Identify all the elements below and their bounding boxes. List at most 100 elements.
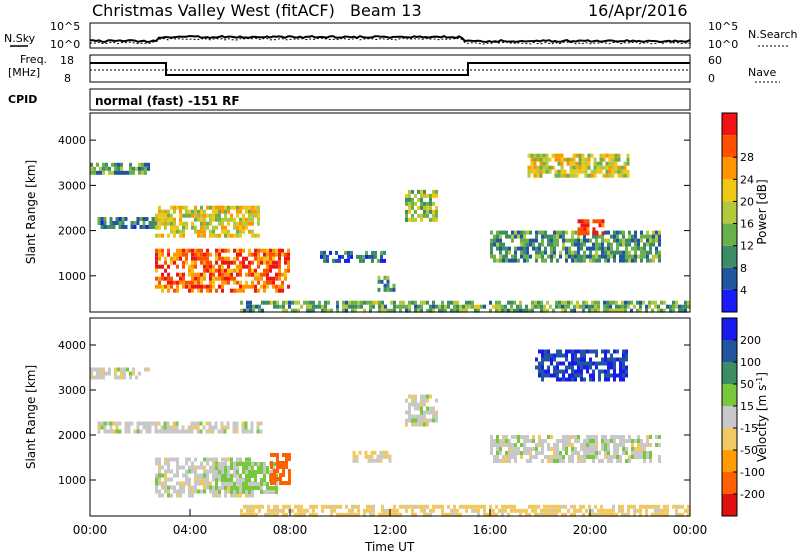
echo-cell: [267, 512, 270, 517]
echo-cell: [556, 451, 559, 455]
echo-cell: [615, 308, 618, 313]
echo-cell: [200, 252, 203, 257]
echo-cell: [578, 169, 582, 174]
echo-cell: [577, 219, 581, 224]
echo-cell: [541, 353, 544, 358]
echo-cell: [297, 300, 300, 305]
echo-cell: [194, 481, 197, 486]
echo-cell: [185, 481, 188, 486]
echo-cell: [255, 504, 258, 509]
echo-cell: [610, 353, 613, 358]
nsearch-line: [89, 37, 691, 45]
echo-cell: [154, 421, 158, 426]
echo-cell: [636, 508, 639, 513]
echo-cell: [420, 189, 423, 194]
echo-cell: [318, 300, 321, 305]
echo-cell: [371, 250, 374, 255]
echo-cell: [420, 213, 423, 218]
echo-cell: [501, 508, 504, 513]
echo-cell: [669, 308, 672, 313]
echo-cell: [209, 276, 212, 281]
echo-cell: [505, 455, 508, 459]
date-label: 16/Apr/2016: [588, 1, 688, 20]
echo-cell: [99, 367, 102, 372]
echo-cell: [513, 504, 516, 509]
echo-cell: [185, 225, 188, 230]
echo-cell: [248, 264, 251, 269]
cpid-text: normal (fast) -151 RF: [95, 94, 240, 108]
echo-cell: [158, 489, 161, 494]
echo-cell: [577, 459, 580, 463]
echo-cell: [185, 469, 188, 474]
echo-cell: [263, 256, 266, 261]
echo-cell: [646, 258, 649, 263]
echo-cell: [505, 254, 508, 259]
echo-cell: [571, 353, 574, 358]
echo-cell: [627, 508, 630, 513]
echo-cell: [402, 304, 405, 309]
echo-cell: [257, 466, 260, 470]
echo-cell: [414, 304, 417, 309]
echo-cell: [254, 252, 257, 257]
echo-cell: [595, 250, 598, 255]
echo-cell: [598, 234, 601, 239]
echo-cell: [118, 429, 122, 434]
echo-cell: [549, 504, 552, 509]
echo-cell: [230, 478, 233, 482]
echo-cell: [564, 308, 567, 313]
echo-cell: [535, 254, 538, 259]
echo-cell: [218, 490, 221, 494]
echo-cell: [499, 234, 502, 239]
echo-cell: [254, 470, 257, 474]
echo-cell: [493, 258, 496, 263]
echo-cell: [546, 512, 549, 517]
echo-cell: [523, 447, 526, 451]
echo-cell: [499, 238, 502, 243]
echo-cell: [227, 217, 230, 222]
echo-cell: [616, 234, 619, 239]
echo-cell: [254, 284, 257, 289]
echo-cell: [577, 451, 580, 455]
echo-cell: [625, 369, 628, 374]
echo-cell: [154, 425, 158, 430]
echo-cell: [102, 375, 105, 380]
echo-cell: [224, 486, 227, 490]
echo-cell: [643, 447, 646, 451]
echo-cell: [114, 166, 117, 171]
echo-cell: [681, 504, 684, 509]
echo-cell: [248, 205, 251, 210]
colorbar-segment: [722, 494, 737, 516]
echo-cell: [616, 455, 619, 459]
echo-cell: [628, 435, 631, 439]
echo-cell: [399, 300, 402, 305]
echo-cell: [621, 304, 624, 309]
echo-cell: [687, 508, 690, 513]
echo-cell: [112, 429, 116, 434]
echo-cell: [477, 508, 480, 513]
echo-cell: [279, 508, 282, 513]
echo-cell: [586, 451, 589, 455]
echo-cell: [266, 260, 269, 265]
echo-cell: [601, 250, 604, 255]
echo-cell: [185, 457, 188, 462]
echo-cell: [163, 429, 167, 434]
echo-cell: [490, 246, 493, 251]
echo-cell: [602, 173, 606, 178]
echo-cell: [230, 457, 233, 462]
echo-cell: [369, 508, 372, 513]
echo-cell: [607, 455, 610, 459]
echo-cell: [276, 508, 279, 513]
echo-cell: [510, 308, 513, 313]
echo-cell: [390, 512, 393, 517]
echo-cell: [282, 461, 285, 465]
echo-cell: [244, 421, 248, 426]
echo-cell: [589, 455, 592, 459]
echo-cell: [566, 161, 570, 166]
echo-cell: [197, 473, 200, 478]
echo-cell: [598, 219, 602, 224]
echo-cell: [260, 260, 263, 265]
echo-cell: [513, 508, 516, 513]
echo-cell: [326, 258, 329, 263]
echo-cell: [623, 173, 627, 178]
echo-cell: [426, 512, 429, 517]
